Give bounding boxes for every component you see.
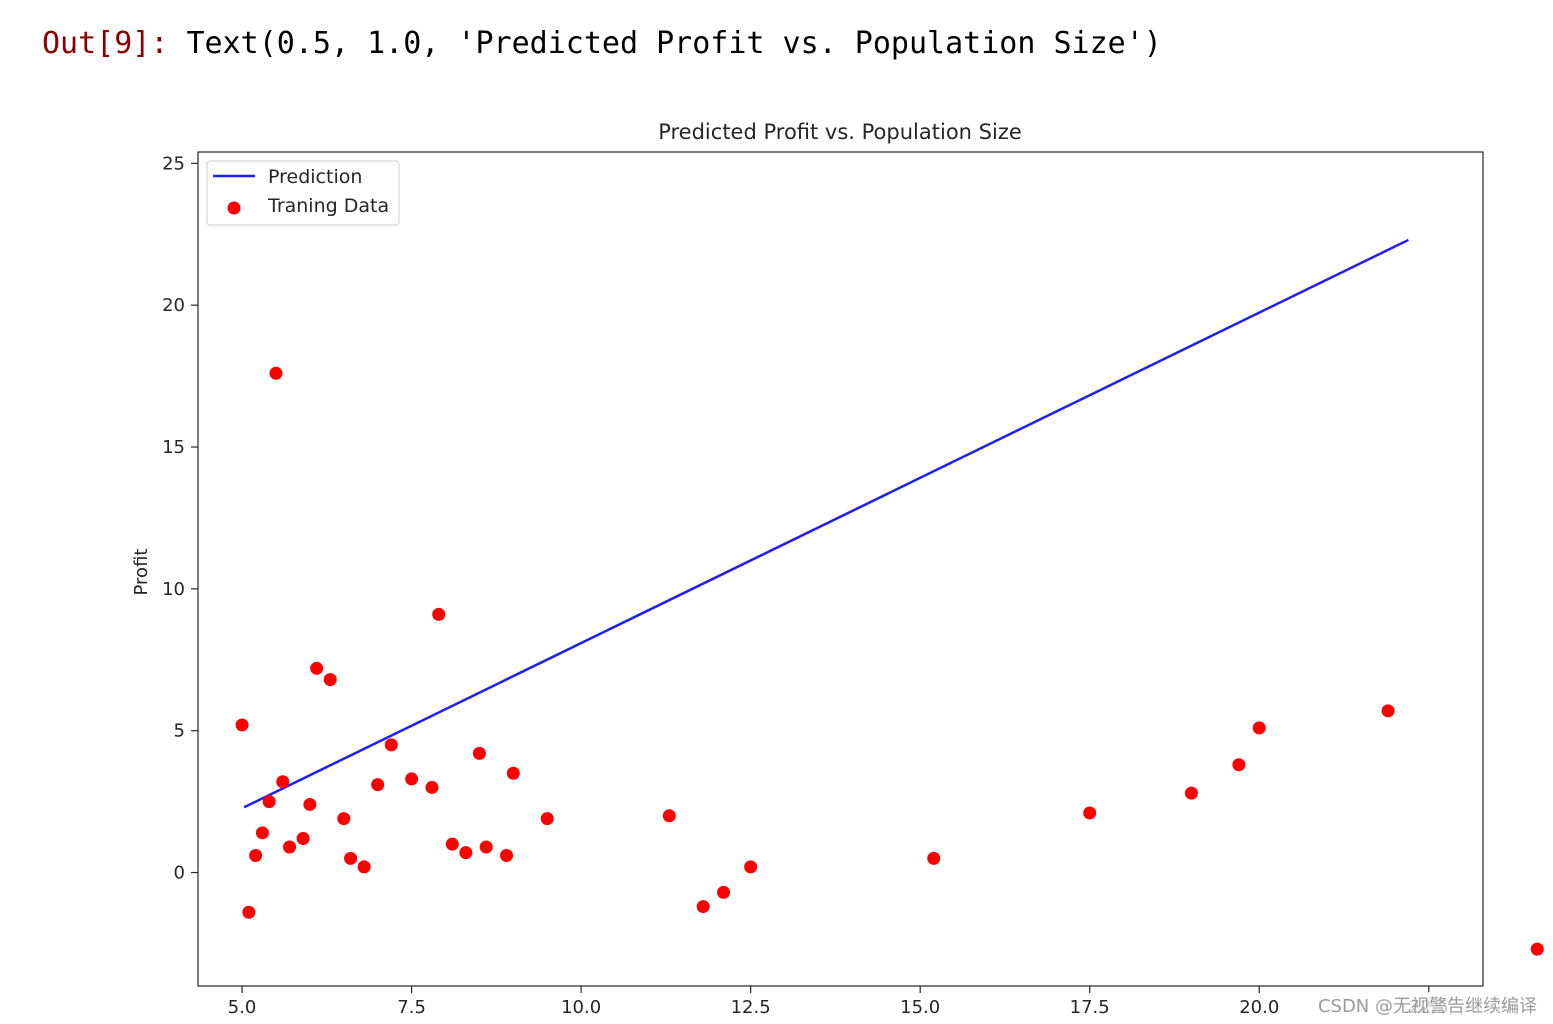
x-tick-label: 20.0 [1239,997,1279,1018]
training-data-point [344,851,358,865]
x-tick-label: 5.0 [228,997,257,1018]
training-data-point [1530,942,1544,956]
training-data-point [242,905,256,919]
training-data-point [696,900,710,914]
y-tick-label: 15 [162,437,185,458]
training-data-point [276,775,290,789]
legend: Prediction Traning Data [206,160,400,226]
training-data-point [296,831,310,845]
legend-training-label: Traning Data [267,195,389,217]
training-data-point [459,846,473,860]
output-text: Text(0.5, 1.0, 'Predicted Profit vs. Pop… [186,26,1162,61]
legend-training-swatch [227,201,241,215]
training-data-point [479,840,493,854]
x-tick-label: 15.0 [900,997,940,1018]
training-data-point [445,837,459,851]
training-data-point [1184,786,1198,800]
training-data-point [371,778,385,792]
training-data-point [235,718,249,732]
training-data-point [357,860,371,874]
y-tick-label: 5 [174,721,185,742]
output-prompt: Out[9]: [42,26,169,61]
series-layer [235,238,1544,956]
training-data-point [384,738,398,752]
training-data-point [249,849,263,863]
training-data-point [662,809,676,823]
y-axis-label: Profit [131,549,152,596]
training-data-point [310,661,324,675]
training-data-point [269,366,283,380]
x-tick-label: 7.5 [397,997,426,1018]
y-axis: 0 5 10 15 20 25 [162,153,198,884]
x-tick-label: 10.0 [561,997,601,1018]
watermark: CSDN @无视警告继续编译 [1315,992,1539,1018]
y-tick-label: 10 [162,579,185,600]
y-tick-label: 0 [174,863,185,884]
chart-title: Predicted Profit vs. Population Size [658,120,1022,144]
plot-area [197,151,1484,987]
training-data-point [1083,806,1097,820]
training-data-point [472,746,486,760]
training-data-point [303,797,317,811]
training-data-point [255,826,269,840]
training-data-point [425,780,439,794]
training-data-point [500,849,514,863]
x-tick-label: 12.5 [731,997,771,1018]
training-data-point [323,673,337,687]
training-data-point [262,795,276,809]
training-data-point [717,885,731,899]
output-line: Out[9]: Text(0.5, 1.0, 'Predicted Profit… [42,26,1162,61]
prediction-line [243,238,1409,809]
x-tick-label: 17.5 [1070,997,1110,1018]
y-tick-label: 20 [162,295,185,316]
x-axis: 5.07.510.012.515.017.520.022.5 [228,986,1449,1018]
legend-prediction-label: Prediction [268,166,362,188]
training-data-point [540,812,554,826]
training-data-point [1381,704,1395,718]
training-data-point [405,772,419,786]
training-data-point [337,812,351,826]
training-data-point [432,607,446,621]
training-data-point [506,766,520,780]
training-data-point [744,860,758,874]
training-data-point [927,851,941,865]
y-tick-label: 25 [162,153,185,174]
training-data-point [283,840,297,854]
training-data-point [1232,758,1246,772]
training-data-point [1252,721,1266,735]
